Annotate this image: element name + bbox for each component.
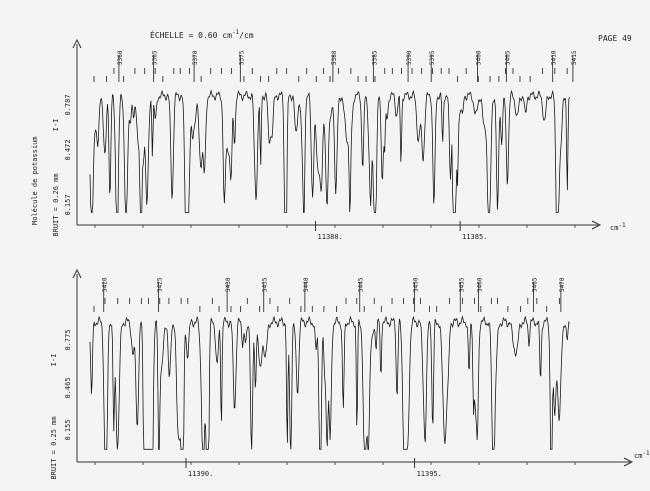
y-tick-label: 0.155 (64, 419, 72, 440)
x-tick-label: 11390. (188, 470, 213, 478)
y-tick-label: 0.775 (64, 329, 72, 350)
line-number-label: 5460 (477, 277, 484, 292)
line-number-label: 5425 (157, 277, 164, 292)
x-unit-label: cm-1 (610, 222, 626, 232)
x-tick-label: 11385. (462, 233, 487, 241)
y-tick-label: 0.787 (64, 94, 72, 115)
y-tick-label: 0.465 (64, 377, 72, 398)
x-tick-label: 11395. (417, 470, 442, 478)
line-number-label: 5405 (504, 50, 511, 65)
line-number-label: 5470 (559, 277, 566, 292)
line-number-label: 5430 (225, 277, 232, 292)
y-tick-label: 0.472 (64, 139, 72, 160)
line-number-label: 5410 (551, 50, 558, 65)
scale-sup: -1 (232, 29, 240, 36)
scale-label: ÉCHELLE = 0.60 cm-1/cm (150, 29, 254, 40)
line-number-label: 5415 (571, 50, 578, 65)
line-number-label: 5450 (413, 277, 420, 292)
x-unit-label: cm-1 (634, 450, 650, 460)
line-number-label: 5390 (406, 50, 413, 65)
scale-suffix: /cm (239, 31, 254, 40)
scale-prefix: ÉCHELLE = 0.60 cm (150, 29, 232, 40)
y-axis-arrow (72, 268, 82, 279)
line-number-label: 5465 (531, 277, 538, 292)
line-number-label: 5455 (458, 277, 465, 292)
spectrum-panel-1: 11380. 11385. cm-1 0.787 0.472 0.157 I-I BRUIT … (52, 38, 626, 241)
intensity-label: I-I (52, 119, 60, 132)
x-axis-arrow (623, 457, 634, 467)
x-tick-label: 11380. (318, 233, 343, 241)
noise-label: BRUIT = 0.26 mm (52, 173, 60, 236)
intensity-label: I-I (50, 354, 58, 367)
line-number-label: 5435 (262, 277, 269, 292)
line-number-label: 5420 (102, 277, 109, 292)
spectrum-trace (89, 89, 570, 213)
line-number-label: 5365 (152, 50, 159, 65)
line-number-label: 5375 (238, 50, 245, 65)
line-number-label: 5380 (331, 50, 338, 65)
line-number-label: 5400 (475, 50, 482, 65)
line-number-label: 5360 (117, 50, 124, 65)
line-number-label: 5440 (303, 277, 310, 292)
noise-label: BRUIT = 0.25 mm (50, 416, 58, 479)
line-number-label: 5445 (358, 277, 365, 292)
line-number-label: 5385 (371, 50, 378, 65)
line-number-label: 5395 (429, 50, 436, 65)
y-tick-label: 0.157 (64, 194, 72, 215)
y-axis-arrow (72, 38, 82, 49)
molecule-label: Molécule de potassium (31, 136, 39, 225)
spectrum-trace (89, 315, 570, 450)
x-axis-arrow (591, 220, 602, 230)
line-number-label: 5370 (192, 50, 199, 65)
spectrum-panel-2: 11390. 11395. cm-1 0.775 0.465 0.155 I-I BRUIT … (50, 268, 650, 480)
page-label: PAGE 49 (598, 34, 632, 43)
